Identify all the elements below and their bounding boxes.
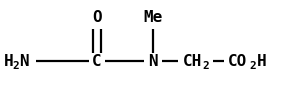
Text: CO: CO <box>228 54 247 69</box>
Text: C: C <box>92 54 102 69</box>
Text: 2: 2 <box>202 60 209 70</box>
Text: Me: Me <box>143 10 163 25</box>
Text: O: O <box>92 10 102 25</box>
Text: N: N <box>19 54 28 69</box>
Text: N: N <box>148 54 158 69</box>
Text: 2: 2 <box>249 60 256 70</box>
Text: 2: 2 <box>12 60 19 70</box>
Text: H: H <box>257 54 267 69</box>
Text: H: H <box>4 54 14 69</box>
Text: CH: CH <box>183 54 202 69</box>
